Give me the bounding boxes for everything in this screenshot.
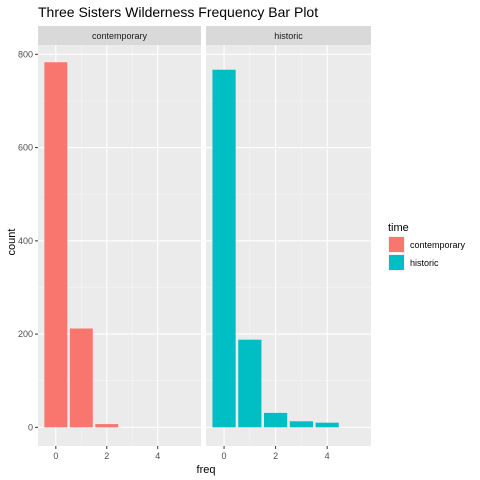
y-tick-label: 800 (18, 49, 33, 59)
bar-historic-2 (264, 412, 288, 428)
bar-historic-1 (238, 339, 262, 428)
y-tick-label: 200 (18, 329, 33, 339)
y-tick-label: 600 (18, 143, 33, 153)
x-tick-label: 0 (222, 451, 227, 461)
legend-title: time (388, 222, 409, 234)
bar-historic-0 (212, 69, 236, 428)
chart-title: Three Sisters Wilderness Frequency Bar P… (38, 4, 318, 20)
legend-label-contemporary: contemporary (410, 240, 466, 250)
legend: time contemporary historic (388, 222, 466, 271)
y-axis: 0 200 400 600 800 (18, 49, 38, 432)
bar-historic-4 (315, 422, 339, 428)
y-axis-title: count (6, 229, 18, 256)
bar-contemporary-2 (95, 424, 119, 428)
legend-items: contemporary historic (388, 236, 466, 271)
facet-strip-label: historic (274, 31, 303, 41)
facet-panel-contemporary: contemporary (38, 26, 201, 446)
legend-swatch-historic (389, 255, 404, 270)
bar-historic-3 (289, 421, 313, 428)
bar-contemporary-0 (44, 62, 68, 428)
x-tick-label: 2 (273, 451, 278, 461)
y-tick-label: 400 (18, 236, 33, 246)
facet-panels: contemporary historic (38, 26, 371, 446)
legend-label-historic: historic (410, 258, 439, 268)
legend-swatch-contemporary (389, 237, 404, 252)
x-axis-title: freq (197, 464, 216, 476)
x-tick-label: 2 (104, 451, 109, 461)
facet-strip (206, 26, 371, 45)
facet-strip (38, 26, 201, 45)
x-tick-label: 4 (155, 451, 160, 461)
y-tick-label: 0 (28, 422, 33, 432)
x-tick-label: 0 (53, 451, 58, 461)
bar-contemporary-1 (69, 328, 93, 428)
x-tick-label: 4 (325, 451, 330, 461)
x-axes: 0 2 4 0 2 4 (53, 446, 330, 461)
facet-panel-historic: historic (206, 26, 371, 446)
facet-strip-label: contemporary (92, 31, 148, 41)
